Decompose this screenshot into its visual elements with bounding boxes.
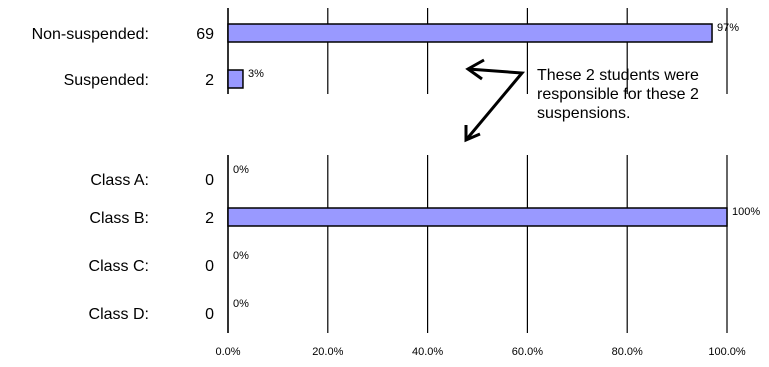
bar <box>227 23 713 43</box>
bar <box>227 207 728 227</box>
category-label: Class C: <box>89 258 149 275</box>
category-label: Non-suspended: <box>32 26 149 43</box>
value-label: 0% <box>233 250 249 262</box>
value-label: 100% <box>732 206 760 218</box>
x-tick-label: 20.0% <box>312 346 343 358</box>
value-label: 3% <box>248 68 264 80</box>
value-label: 0% <box>233 164 249 176</box>
x-tick-label: 100.0% <box>708 346 746 358</box>
x-tick-label: 0.0% <box>215 346 240 358</box>
category-label: Class B: <box>89 210 149 227</box>
category-label: Suspended: <box>64 72 149 89</box>
count-label: 69 <box>196 26 214 43</box>
annotation-text: responsible for these 2 <box>537 86 699 103</box>
category-label: Class D: <box>89 306 149 323</box>
bar <box>227 69 244 89</box>
x-tick-label: 80.0% <box>612 346 643 358</box>
annotation-text: suspensions. <box>537 105 630 122</box>
count-label: 0 <box>205 258 214 275</box>
annotation-arrowhead-lower <box>464 125 481 143</box>
count-label: 0 <box>205 172 214 189</box>
annotation-arrowhead-upper <box>465 58 485 81</box>
count-label: 0 <box>205 306 214 323</box>
x-tick-label: 40.0% <box>412 346 443 358</box>
annotation-arrow-line <box>464 67 526 141</box>
count-label: 2 <box>205 72 214 89</box>
count-label: 2 <box>205 210 214 227</box>
annotation-text: These 2 students were <box>537 67 699 84</box>
value-label: 0% <box>233 298 249 310</box>
category-label: Class A: <box>90 172 149 189</box>
value-label: 97% <box>717 22 739 34</box>
x-tick-label: 60.0% <box>512 346 543 358</box>
